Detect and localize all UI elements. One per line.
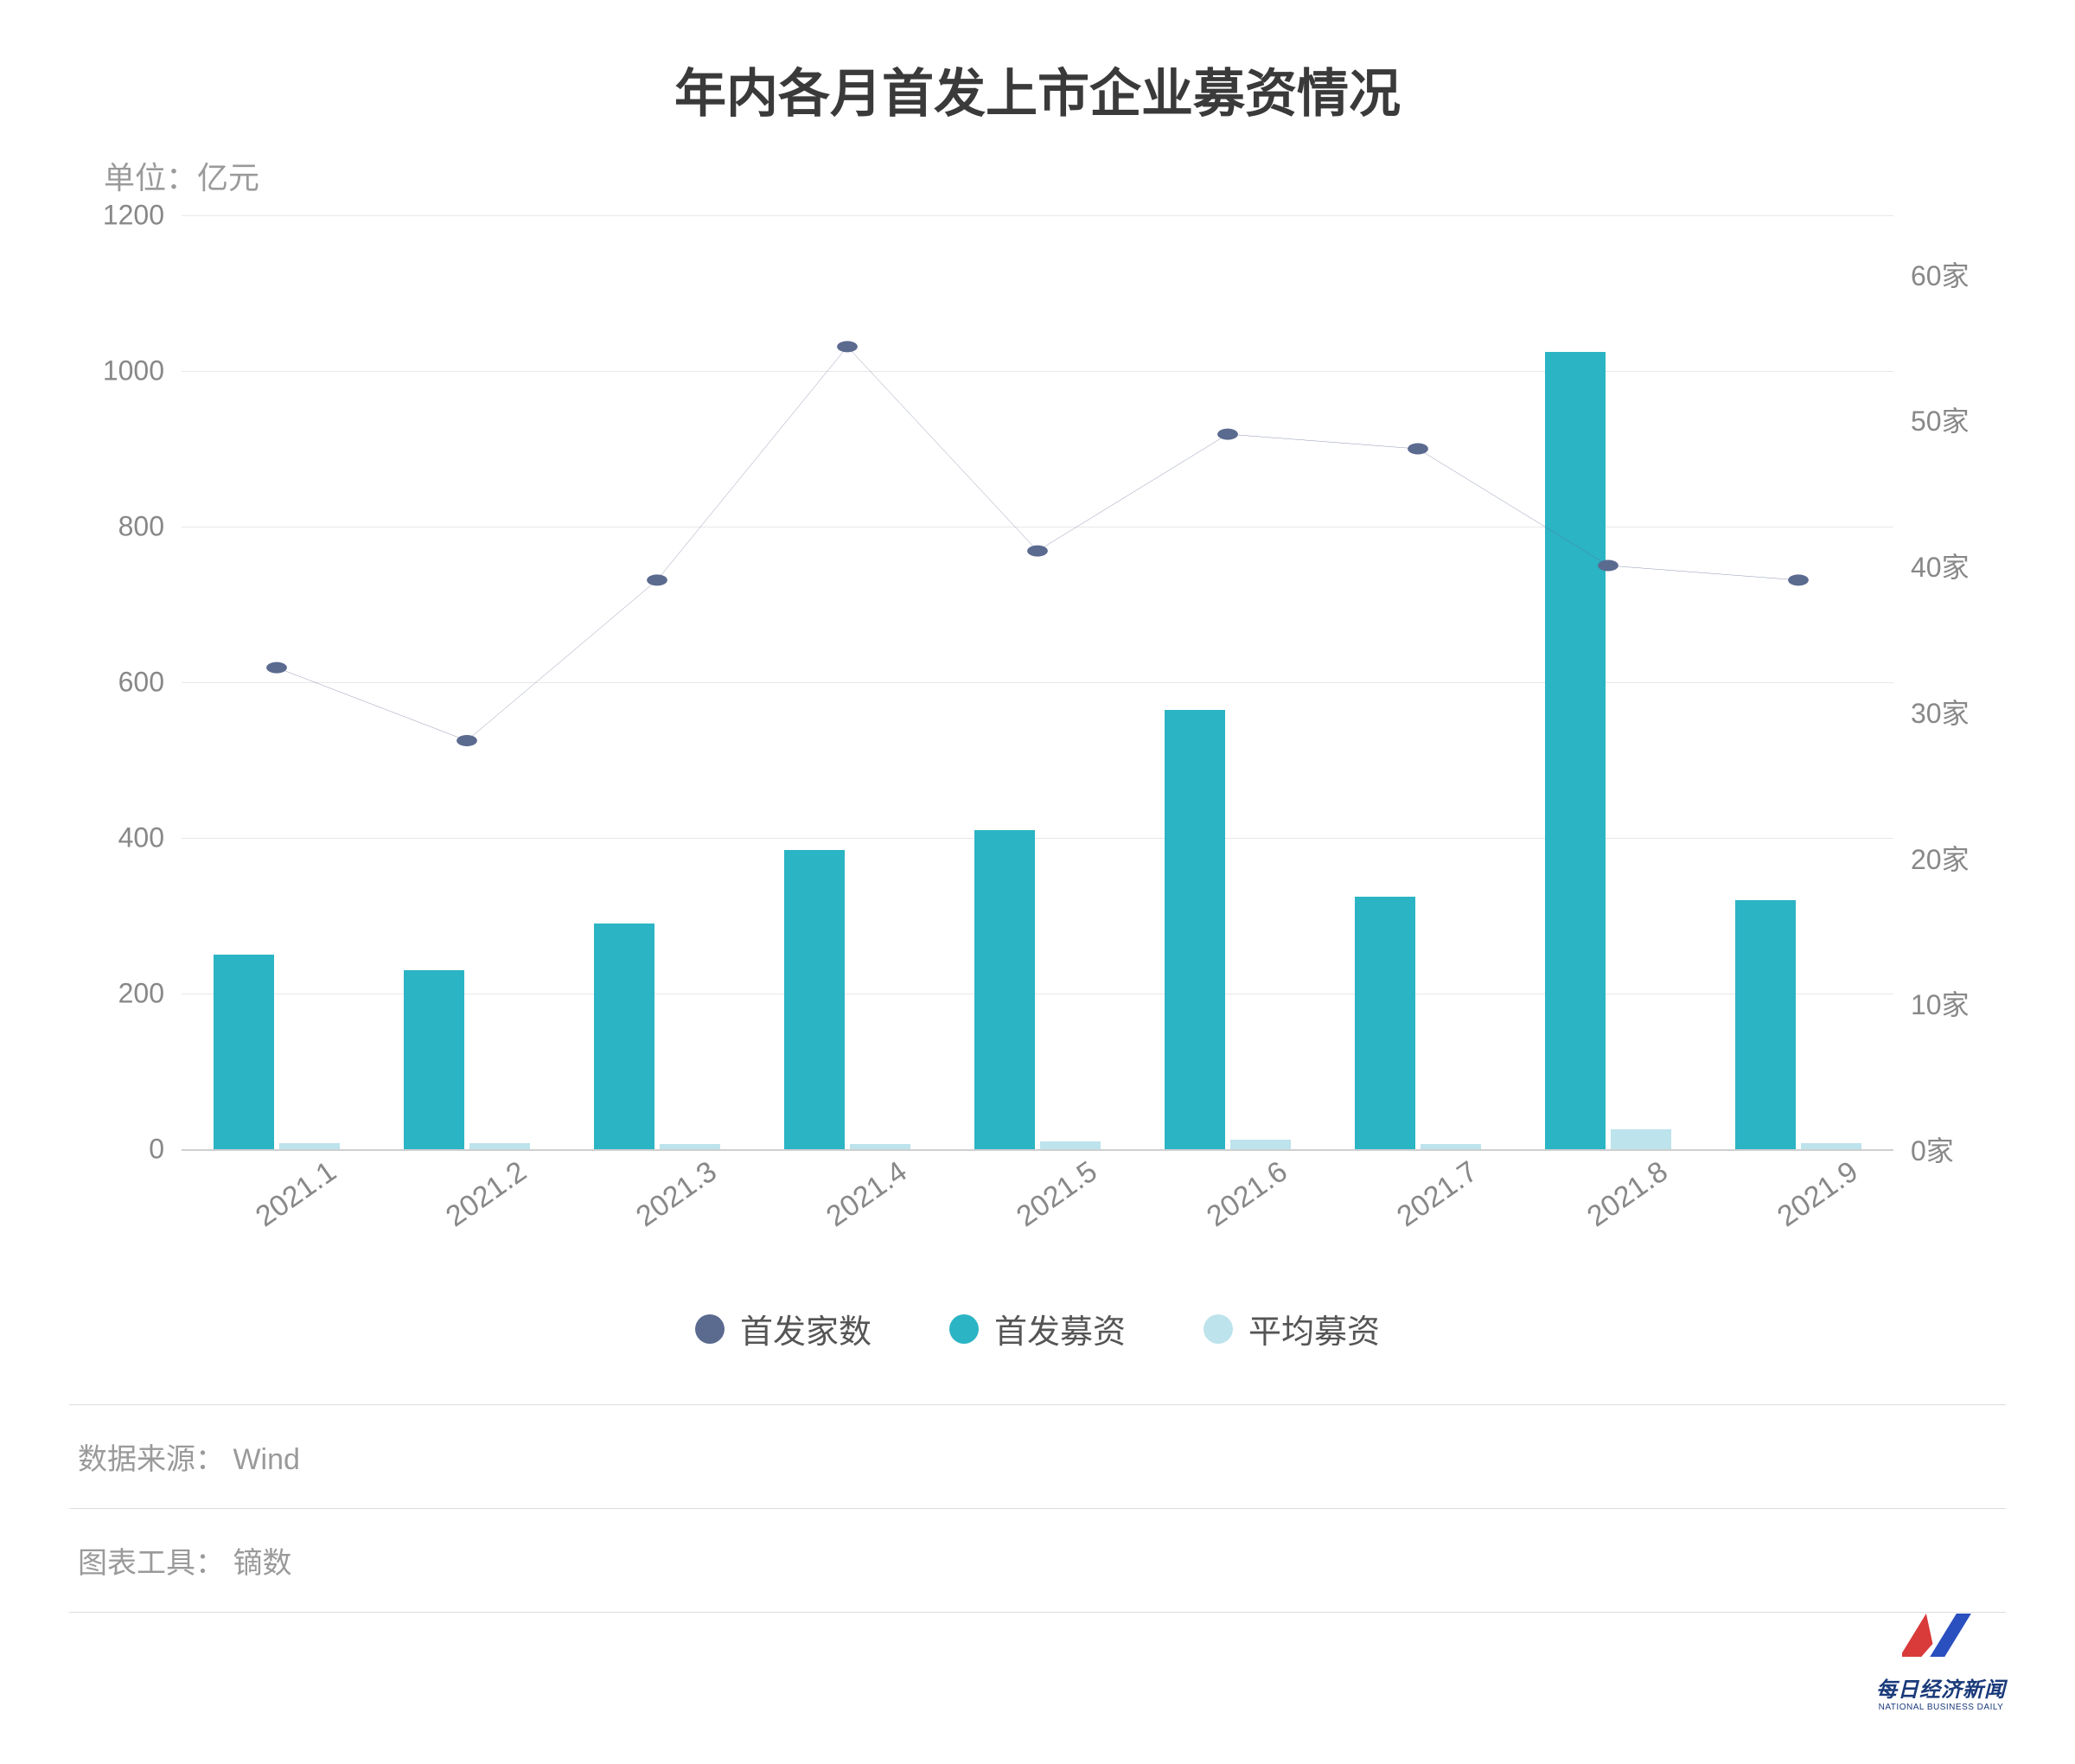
brand-logo: 每日经济新闻 NATIONAL BUSINESS DAILY — [1876, 1605, 2006, 1712]
plot-area — [182, 215, 1893, 1149]
legend-swatch — [1204, 1314, 1233, 1344]
y-right-tick: 60家 — [1911, 254, 2006, 294]
y-left-tick: 800 — [69, 511, 164, 543]
x-axis-labels: 2021.12021.22021.32021.42021.52021.62021… — [182, 1166, 1893, 1253]
line-marker — [647, 574, 667, 585]
line-overlay — [182, 215, 1893, 1149]
y-left-tick: 1000 — [69, 355, 164, 387]
brand-name: 每日经济新闻 — [1876, 1672, 2006, 1703]
legend-label: 首发家数 — [740, 1305, 872, 1352]
legend: 首发家数 首发募资 平均募资 — [69, 1305, 2006, 1352]
y-right-tick: 10家 — [1911, 983, 2006, 1023]
brand-sub: NATIONAL BUSINESS DAILY — [1876, 1703, 2006, 1712]
y-right-tick: 0家 — [1911, 1129, 2006, 1169]
source-label: 数据来源： — [78, 1443, 225, 1476]
source-value: Wind — [233, 1443, 299, 1476]
legend-swatch — [949, 1314, 979, 1344]
tool-label: 图表工具： — [78, 1547, 225, 1580]
line-marker — [1598, 560, 1618, 572]
line-marker — [1027, 546, 1048, 557]
chart-title: 年内各月首发上市企业募资情况 — [69, 52, 2006, 127]
line-marker — [456, 735, 477, 746]
legend-label: 首发募资 — [994, 1305, 1126, 1352]
y-left-tick: 1200 — [69, 200, 164, 232]
line-marker — [1217, 429, 1238, 440]
line-marker — [1408, 444, 1428, 455]
legend-label: 平均募资 — [1248, 1305, 1380, 1352]
y-right-tick: 30家 — [1911, 692, 2006, 732]
legend-item: 平均募资 — [1204, 1305, 1380, 1352]
y-right-tick: 50家 — [1911, 399, 2006, 439]
line-marker — [837, 341, 858, 352]
legend-swatch — [695, 1314, 725, 1344]
y-left-tick: 200 — [69, 978, 164, 1010]
y-right-tick: 20家 — [1911, 838, 2006, 878]
footer: 数据来源： Wind 图表工具： 镝数 — [69, 1404, 2006, 1613]
y-left-tick: 600 — [69, 667, 164, 699]
y-left-tick: 0 — [69, 1134, 164, 1166]
y-right-tick: 40家 — [1911, 546, 2006, 585]
line-marker — [266, 662, 287, 674]
legend-item: 首发募资 — [949, 1305, 1126, 1352]
chart-area: 020040060080010001200 0家10家20家30家40家50家6… — [69, 215, 2006, 1253]
line-marker — [1788, 574, 1809, 585]
unit-label: 单位：亿元 — [104, 153, 2006, 198]
y-left-tick: 400 — [69, 822, 164, 854]
legend-item: 首发家数 — [695, 1305, 872, 1352]
tool-value: 镝数 — [233, 1547, 291, 1580]
